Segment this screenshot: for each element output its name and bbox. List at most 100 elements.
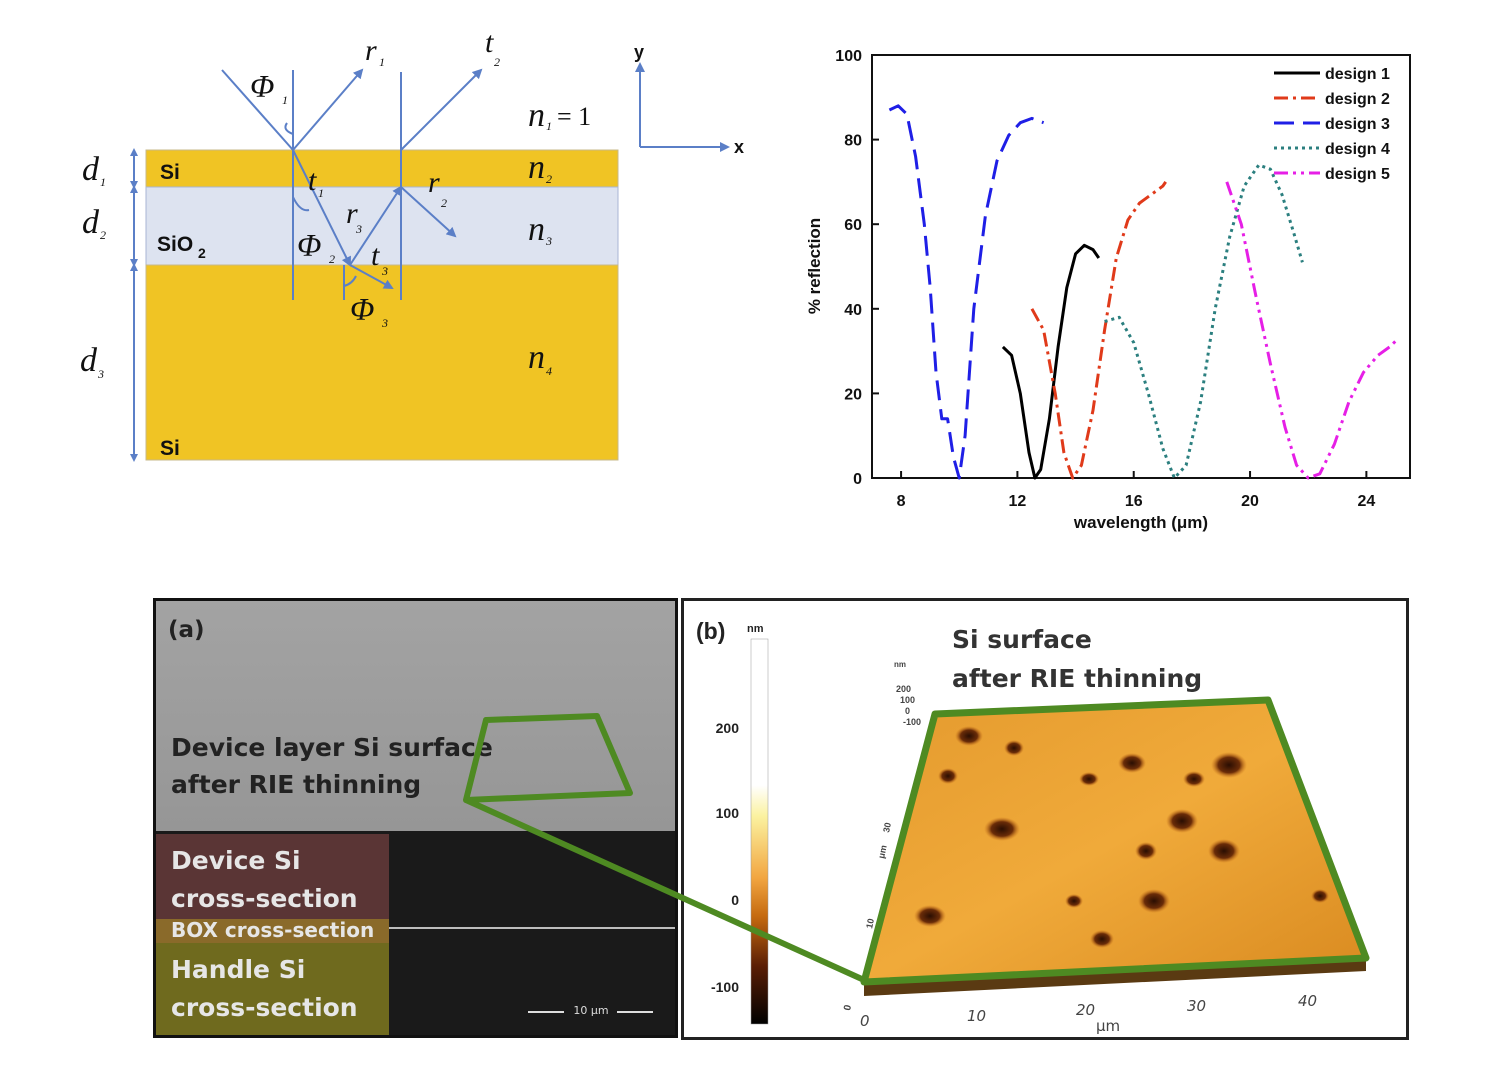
afm-panel-tag: (b) — [696, 618, 725, 644]
colorbar-tick-0: 0 — [731, 892, 739, 908]
svg-text:1: 1 — [546, 119, 552, 133]
x-tick-0: 0 — [860, 1012, 870, 1030]
y-tick-30: 30 — [881, 822, 893, 834]
t2-ray — [400, 68, 483, 151]
z-axis-unit: nm — [894, 660, 906, 669]
svg-text:1: 1 — [379, 55, 385, 69]
sio2-layer — [145, 186, 619, 266]
legend-label: design 4 — [1325, 141, 1390, 158]
r2-label: r — [428, 166, 440, 199]
device-band — [156, 834, 389, 919]
sem-panel-tag: (a) — [168, 617, 205, 643]
phi3-label: Φ — [350, 291, 374, 327]
x-tick-10: 10 — [967, 1007, 986, 1025]
chart-ylabel: % reflection — [805, 218, 824, 314]
legend-label: design 5 — [1325, 166, 1390, 183]
svg-text:3: 3 — [381, 316, 388, 330]
n4-label: n — [528, 339, 545, 376]
svg-text:2: 2 — [100, 228, 106, 242]
d1-label: d — [82, 151, 100, 188]
device-label-line1: Device Si — [171, 846, 301, 875]
y-tick-0: 0 — [842, 1003, 854, 1011]
y-axis-label: y — [634, 42, 644, 62]
t3-ray — [349, 264, 394, 289]
afm-highlight-frame — [860, 696, 1370, 986]
n1-value: = 1 — [557, 102, 591, 131]
legend-label: design 3 — [1325, 116, 1390, 133]
y-tick-label: 0 — [853, 471, 862, 488]
si-top-layer — [145, 149, 619, 188]
x-axis-unit: μm — [1096, 1017, 1120, 1035]
z-tick-200: 200 — [896, 684, 911, 694]
series-line-design-4 — [1104, 163, 1304, 480]
y-tick-label: 100 — [835, 48, 862, 65]
svg-text:4: 4 — [546, 364, 552, 378]
svg-text:3: 3 — [545, 234, 552, 248]
t1-ray — [292, 149, 351, 267]
r3-ray — [349, 185, 403, 266]
afm-panel: (b) nm 200 100 0 -100 Si surface after R… — [681, 598, 1409, 1040]
x-tick-20: 20 — [1076, 1001, 1095, 1019]
afm-surface — [864, 700, 1366, 982]
y-tick-label: 20 — [844, 386, 862, 403]
t3-label: t — [371, 239, 380, 272]
scalebar: 10 μm — [528, 1004, 653, 1019]
phi2-label: Φ — [297, 227, 321, 263]
x-tick-label: 8 — [897, 493, 906, 510]
svg-text:1: 1 — [282, 93, 288, 107]
d2-label: d — [82, 204, 100, 241]
series-line-design-1 — [1001, 243, 1101, 480]
chart-xlabel: wavelength (μm) — [1073, 513, 1208, 532]
afm-pits — [914, 726, 1329, 948]
y-tick-label: 40 — [844, 302, 862, 319]
phi1-label: Φ — [250, 68, 274, 104]
r1-ray — [292, 68, 364, 151]
legend-label: design 2 — [1325, 91, 1390, 108]
afm-surface-side — [864, 961, 1366, 996]
r3-label: r — [346, 197, 358, 230]
n2-label: n — [528, 149, 545, 186]
box-label: BOX cross-section — [171, 918, 375, 942]
y-axis-unit: μm — [876, 844, 889, 859]
colorbar-tick-100: 100 — [716, 805, 740, 821]
x-tick-label: 16 — [1125, 493, 1143, 510]
si-bottom-layer — [145, 264, 619, 461]
plot-frame — [871, 54, 1411, 479]
surface-label-line1: Device layer Si surface — [171, 733, 493, 762]
n1-label: n — [528, 97, 545, 134]
box-line — [389, 927, 675, 929]
sio2-label: SiO — [157, 233, 193, 256]
svg-text:2: 2 — [494, 55, 500, 69]
afm-title-line2: after RIE thinning — [952, 664, 1202, 693]
series-line-design-3 — [888, 104, 1045, 480]
sem-panel: (a) Device layer Si surface after RIE th… — [153, 598, 678, 1038]
y-tick-10: 10 — [864, 918, 876, 930]
afm-title-line1: Si surface — [952, 625, 1092, 654]
thin-film-diagram: y x Φ 1 Φ 2 Φ 3 r 1 t 2 t 1 r 2 r 3 t 3 … — [80, 26, 744, 462]
handle-band — [156, 943, 389, 1035]
surface-label-line2: after RIE thinning — [171, 770, 422, 799]
x-tick-30: 30 — [1187, 997, 1206, 1015]
si-bottom-label: Si — [160, 437, 180, 460]
z-tick-0: 0 — [905, 706, 910, 716]
y-tick-label: 60 — [844, 217, 862, 234]
z-tick-neg100: -100 — [903, 717, 921, 727]
handle-label-line1: Handle Si — [171, 955, 306, 984]
n3-label: n — [528, 211, 545, 248]
x-tick-label: 12 — [1009, 493, 1027, 510]
legend-label: design 1 — [1325, 66, 1390, 83]
colorbar-tick-200: 200 — [716, 720, 740, 736]
y-tick-label: 80 — [844, 133, 862, 150]
svg-text:2: 2 — [329, 252, 335, 266]
svg-text:3: 3 — [381, 264, 388, 278]
svg-text:3: 3 — [355, 222, 362, 236]
r2-ray — [400, 186, 457, 238]
scalebar-label: 10 μm — [573, 1004, 609, 1017]
colorbar — [750, 638, 769, 1025]
colorbar-tick-neg100: -100 — [711, 979, 739, 995]
svg-text:2: 2 — [546, 172, 552, 186]
x-tick-label: 24 — [1357, 493, 1375, 510]
incident-ray — [221, 69, 294, 151]
x-tick-40: 40 — [1298, 992, 1317, 1010]
series-line-design-5 — [1225, 181, 1400, 480]
